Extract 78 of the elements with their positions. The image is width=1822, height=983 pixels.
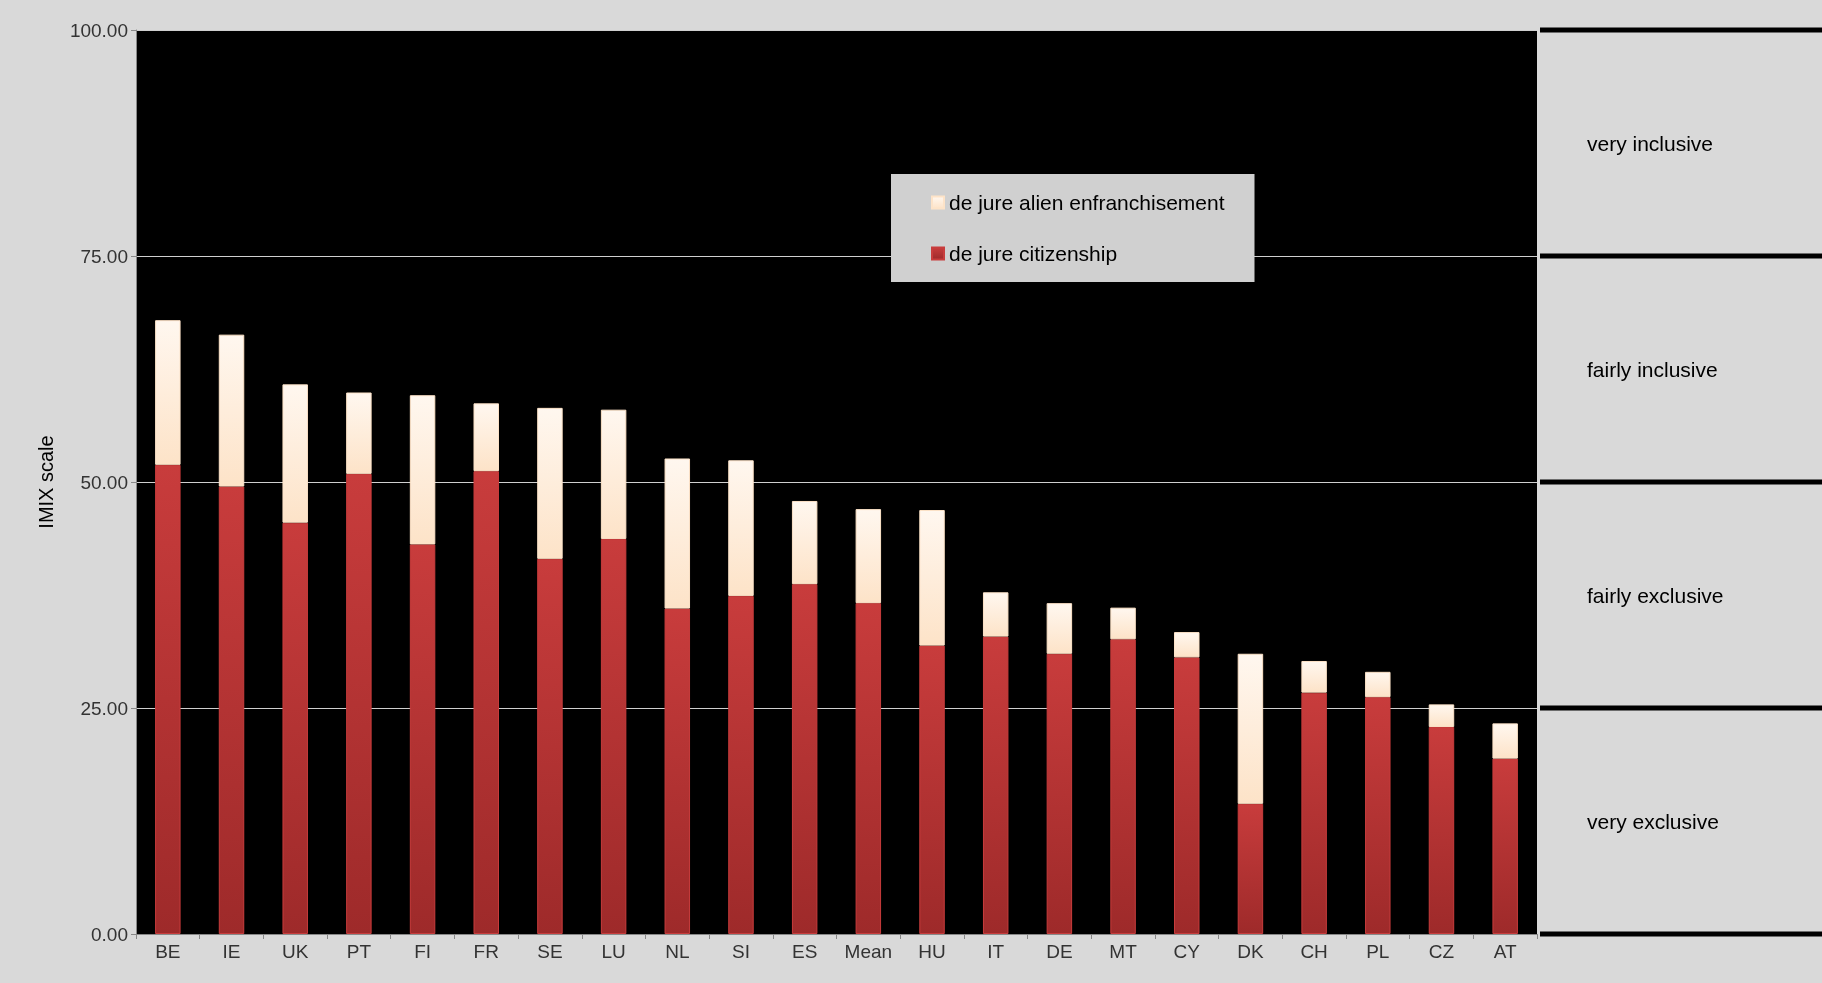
y-tick-label: 50.00 [80,471,128,493]
x-tick-label: FI [414,941,432,962]
bar [537,558,563,934]
x-tick-label: IT [987,941,1005,962]
legend-label: de jure citizenship [949,242,1118,265]
bar [982,592,1009,637]
bar [728,595,754,934]
x-tick-label: NL [665,941,690,962]
bar [1237,653,1264,804]
x-tick-label: SI [732,941,750,962]
text: very inclusive [1587,131,1714,155]
bar [537,407,563,559]
y-axis-title: IMIX scale [35,435,57,529]
bar [346,473,372,934]
bar [1110,607,1136,640]
bar [1174,632,1200,658]
y-tick-label: 75.00 [80,245,128,267]
bar [1492,723,1518,759]
bar [1046,653,1073,934]
x-tick-label: CY [1173,941,1201,962]
x-tick-label: FR [473,941,499,962]
bar [1428,726,1455,934]
bar [919,510,945,646]
x-tick-label: MT [1109,941,1138,962]
bar [855,509,882,604]
bar [1365,671,1391,698]
x-tick-label: SE [537,941,563,962]
text: fairly inclusive [1587,357,1718,381]
x-tick-label: DK [1237,941,1264,962]
bar [1046,603,1073,654]
bar [600,538,627,934]
bar [728,460,754,596]
bar [155,320,181,465]
x-tick-label: AT [1493,941,1517,962]
x-tick-label: LU [601,941,626,962]
x-tick-label: DE [1046,941,1073,962]
x-tick-label: UK [282,941,309,962]
x-tick-label: PT [346,941,372,962]
bar [473,471,499,934]
x-tick-label: CH [1300,941,1328,962]
bar [473,403,499,472]
bar [1492,758,1518,934]
bar [282,522,308,934]
bar [218,334,245,487]
y-tick-label: 100.00 [69,19,128,41]
y-tick-label: 0.00 [91,923,128,945]
bar [346,392,372,474]
x-tick-label: PL [1366,941,1390,962]
bar [791,584,818,934]
bar [1365,697,1391,934]
legend-label: de jure alien enfranchisement [949,191,1225,214]
y-tick-label: 25.00 [80,697,128,719]
x-tick-label: IE [222,941,241,962]
text: very exclusive [1587,809,1719,833]
bar [1428,704,1455,727]
bar [919,645,945,934]
x-tick-label: Mean [844,941,893,962]
bar [1110,639,1136,934]
bar [664,608,691,934]
bar [1301,692,1327,934]
bar [409,395,436,545]
bar [791,500,818,585]
x-tick-label: HU [918,941,946,962]
bar [155,464,181,934]
bar [1174,657,1200,934]
bar [855,603,882,934]
text: fairly exclusive [1587,583,1724,607]
bar [218,486,245,934]
x-tick-label: ES [791,941,818,962]
x-tick-label: CZ [1428,941,1455,962]
bar [982,636,1009,934]
x-tick-label: BE [155,941,181,962]
bar [600,409,627,539]
bar [1301,660,1327,693]
bar [409,544,436,934]
bar [282,384,308,523]
bar [1237,803,1264,934]
bar [664,458,691,609]
